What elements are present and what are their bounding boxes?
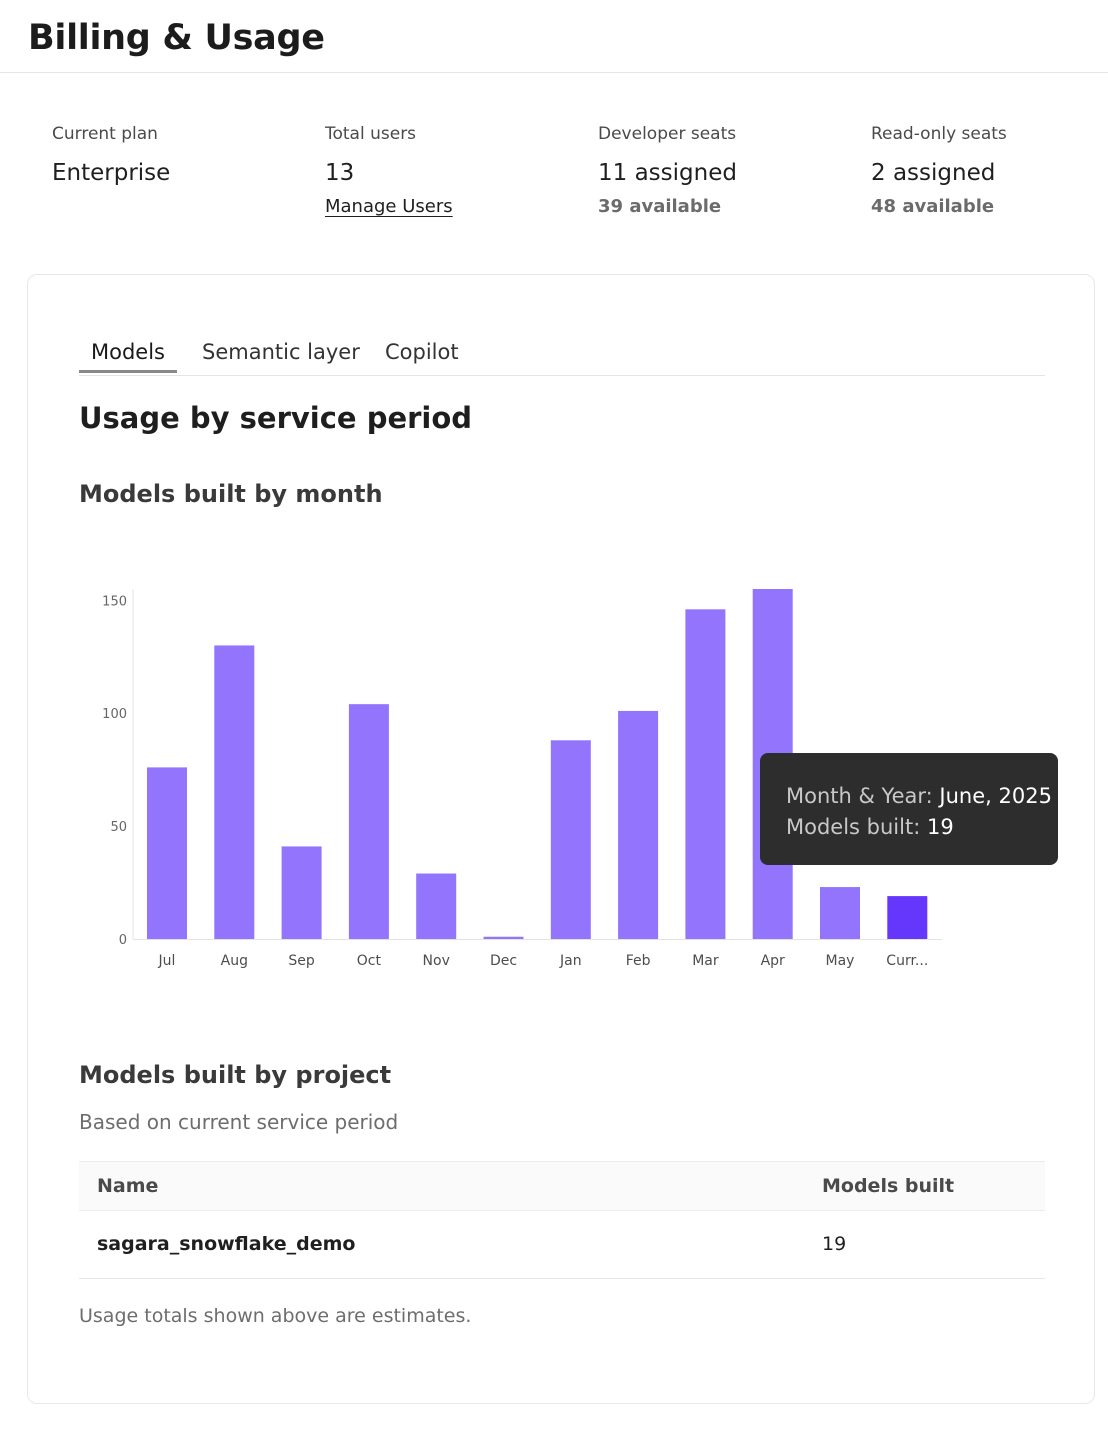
- stat-value: Enterprise: [52, 160, 171, 186]
- manage-users-link[interactable]: Manage Users: [325, 196, 453, 217]
- column-header-models-built[interactable]: Models built: [822, 1175, 955, 1197]
- x-tick-label: Jul: [158, 953, 176, 969]
- projects-subtitle: Based on current service period: [79, 1110, 399, 1134]
- stat-label: Read-only seats: [871, 124, 1007, 144]
- bar[interactable]: [214, 645, 255, 939]
- bar[interactable]: [887, 896, 928, 939]
- x-tick-label: Apr: [761, 953, 785, 969]
- bar[interactable]: [281, 846, 322, 939]
- usage-card: Models Semantic layer Copilot Usage by s…: [27, 274, 1095, 1404]
- y-tick-label: 0: [119, 933, 127, 948]
- y-tick-label: 50: [110, 820, 127, 835]
- stat-label: Current plan: [52, 124, 158, 144]
- x-tick-label: May: [826, 953, 855, 969]
- x-tick-label: Jan: [559, 953, 582, 969]
- tab-copilot[interactable]: Copilot: [385, 340, 459, 364]
- stat-current-plan: Current plan Enterprise: [52, 124, 170, 186]
- x-tick-label: Feb: [626, 953, 651, 969]
- chart-tooltip: Month & Year: June, 2025 Models built: 1…: [760, 753, 1058, 865]
- y-tick-label: 150: [102, 594, 127, 609]
- stat-label: Developer seats: [598, 124, 737, 144]
- usage-section-title: Usage by service period: [79, 401, 473, 435]
- chart-title: Models built by month: [79, 480, 383, 508]
- bar[interactable]: [416, 873, 457, 939]
- tab-models[interactable]: Models: [79, 337, 177, 373]
- bar-chart-svg: 0 50 100 150 Jul Aug Sep Oct Nov Dec Jan Feb Mar Apr M…: [102, 589, 942, 969]
- bar[interactable]: [820, 887, 860, 939]
- x-tick-label: Mar: [692, 953, 719, 969]
- models-by-month-chart: 0 50 100 150 Jul Aug Sep Oct Nov Dec Jan Feb Mar Apr M…: [78, 575, 1078, 985]
- column-header-name[interactable]: Name: [97, 1175, 159, 1197]
- x-tick-label: Curr...: [886, 953, 928, 969]
- tooltip-month-value: June, 2025: [939, 784, 1052, 808]
- stat-available: 39 available: [598, 196, 722, 217]
- x-tick-label: Oct: [357, 953, 382, 969]
- projects-table: Name Models built sagara_snowflake_demo …: [79, 1161, 1045, 1279]
- tooltip-models-value: 19: [926, 815, 954, 839]
- x-tick-label: Sep: [288, 953, 315, 969]
- estimates-footnote: Usage totals shown above are estimates.: [79, 1305, 472, 1327]
- stat-label: Total users: [325, 124, 417, 144]
- stat-readonly-seats: Read-only seats 2 assigned 48 available: [871, 124, 1007, 217]
- tooltip-models-label: Models built:: [786, 815, 921, 839]
- bar[interactable]: [685, 609, 726, 939]
- table-row[interactable]: sagara_snowflake_demo 19: [79, 1211, 1045, 1279]
- stat-value: 11 assigned: [598, 160, 737, 186]
- stat-value: 13: [325, 160, 355, 186]
- bar[interactable]: [147, 767, 187, 939]
- x-tick-label: Aug: [221, 953, 248, 969]
- stat-available: 48 available: [871, 196, 995, 217]
- stat-total-users: Total users 13 Manage Users: [325, 124, 453, 217]
- tab-semantic-layer[interactable]: Semantic layer: [202, 340, 360, 364]
- y-tick-label: 100: [102, 707, 127, 722]
- x-tick-label: Dec: [490, 953, 517, 969]
- project-models-built: 19: [822, 1233, 847, 1255]
- bar[interactable]: [618, 710, 659, 939]
- stat-value: 2 assigned: [871, 160, 996, 186]
- plan-stats: Current plan Enterprise Total users 13 M…: [0, 124, 1108, 234]
- stat-developer-seats: Developer seats 11 assigned 39 available: [598, 124, 737, 217]
- x-tick-label: Nov: [423, 953, 450, 969]
- bar[interactable]: [348, 704, 389, 939]
- bar[interactable]: [483, 936, 524, 939]
- table-header: Name Models built: [79, 1161, 1045, 1211]
- project-name: sagara_snowflake_demo: [97, 1233, 356, 1255]
- page-title: Billing & Usage: [28, 18, 325, 58]
- page-header: Billing & Usage: [0, 0, 1108, 73]
- usage-tabs: Models Semantic layer Copilot: [79, 335, 1045, 376]
- bar[interactable]: [550, 740, 591, 939]
- tooltip-month-label: Month & Year:: [786, 784, 933, 808]
- projects-title: Models built by project: [79, 1061, 392, 1089]
